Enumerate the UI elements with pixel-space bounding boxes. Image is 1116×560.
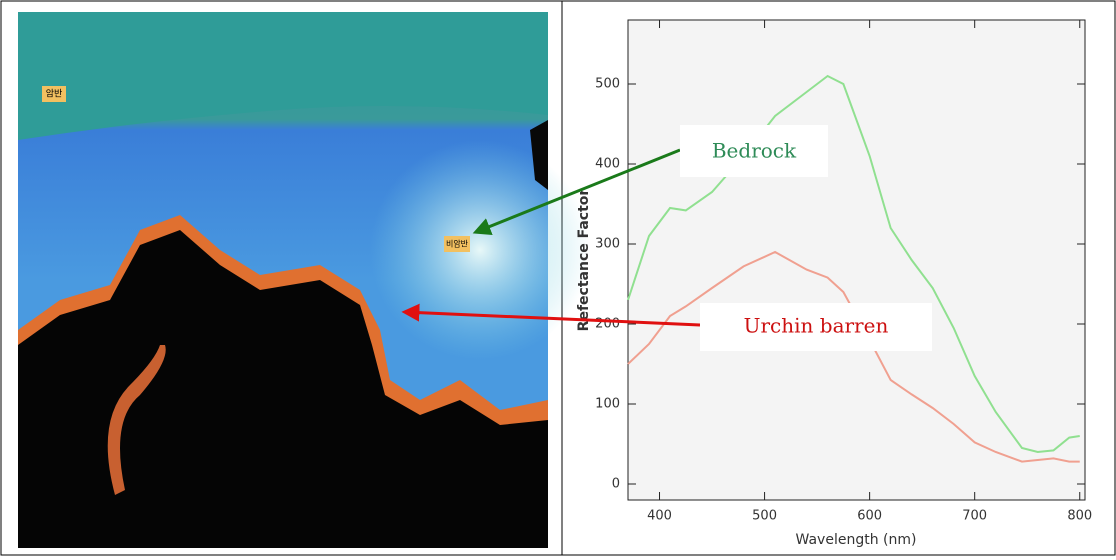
x-tick-label: 600 bbox=[857, 509, 882, 524]
x-axis-label: Wavelength (nm) bbox=[796, 532, 917, 548]
series-line bbox=[627, 250, 1080, 463]
y-tick-label: 0 bbox=[612, 477, 620, 492]
image-label: 암반 bbox=[46, 88, 63, 100]
annotation-box bbox=[700, 303, 932, 351]
x-tick-label: 400 bbox=[647, 509, 672, 524]
y-tick-label: 400 bbox=[595, 157, 620, 172]
y-axis-label: Refectance Factor bbox=[576, 189, 592, 332]
series-line bbox=[627, 74, 1080, 454]
satellite-image: 암반 비암반 bbox=[18, 12, 590, 548]
x-tick-label: 500 bbox=[752, 509, 777, 524]
y-tick-label: 200 bbox=[595, 317, 620, 332]
plot-area bbox=[627, 19, 1086, 501]
arrow bbox=[472, 148, 681, 235]
plot: 400 500 600 700 800 0 100 200 300 400 500 bbox=[595, 20, 1092, 524]
annotation-label: Urchin barren bbox=[744, 314, 889, 338]
x-tick-label: 700 bbox=[962, 509, 987, 524]
y-tick-label: 300 bbox=[595, 237, 620, 252]
y-tick-label: 100 bbox=[595, 397, 620, 412]
annotation-box bbox=[680, 125, 828, 177]
annotation-label: Bedrock bbox=[712, 139, 797, 163]
image-label: 비암반 bbox=[446, 239, 469, 249]
arrow bbox=[401, 303, 701, 327]
y-tick-label: 500 bbox=[595, 77, 620, 92]
x-tick-label: 800 bbox=[1067, 509, 1092, 524]
